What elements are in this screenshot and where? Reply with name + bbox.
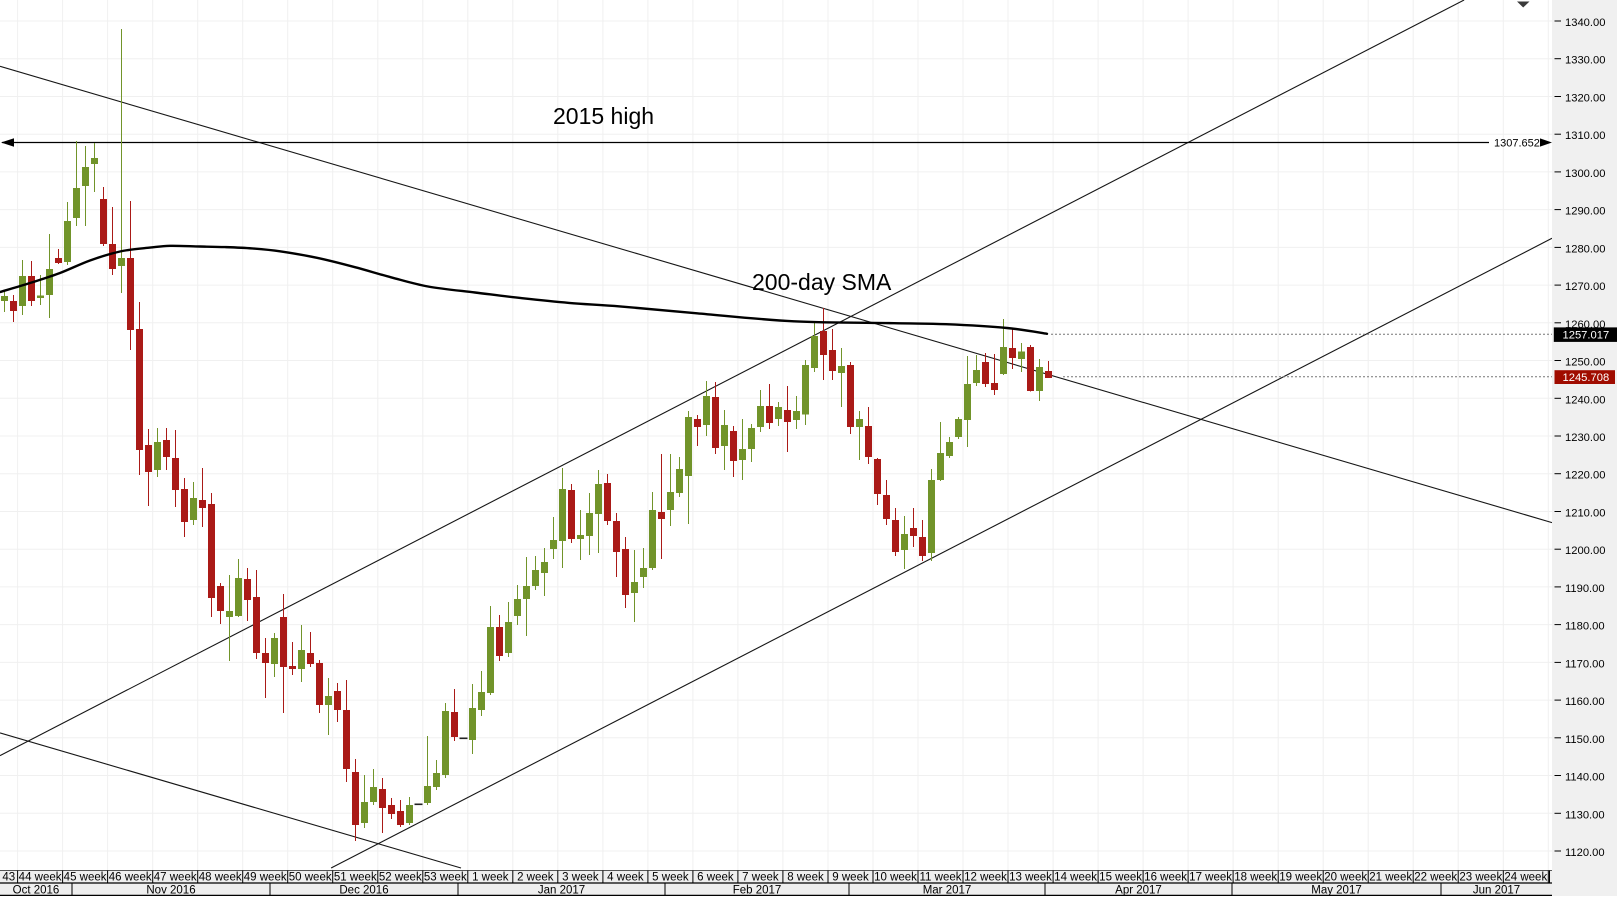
svg-text:49 week: 49 week xyxy=(244,872,287,884)
svg-text:14 week: 14 week xyxy=(1054,872,1097,884)
svg-text:1180.00: 1180.00 xyxy=(1565,621,1605,633)
svg-text:43: 43 xyxy=(2,872,15,884)
svg-text:17 week: 17 week xyxy=(1189,872,1232,884)
svg-text:23 week: 23 week xyxy=(1459,872,1502,884)
svg-text:1120.00: 1120.00 xyxy=(1565,847,1605,859)
svg-text:200-day SMA: 200-day SMA xyxy=(752,269,892,295)
svg-text:45 week: 45 week xyxy=(64,872,107,884)
svg-text:1245.708: 1245.708 xyxy=(1563,372,1610,384)
svg-text:May 2017: May 2017 xyxy=(1311,884,1362,896)
svg-text:7 week: 7 week xyxy=(742,872,779,884)
svg-text:Jun 2017: Jun 2017 xyxy=(1473,884,1520,896)
svg-text:47 week: 47 week xyxy=(154,872,197,884)
svg-text:1160.00: 1160.00 xyxy=(1565,696,1605,708)
svg-text:15 week: 15 week xyxy=(1099,872,1142,884)
svg-text:Nov 2016: Nov 2016 xyxy=(146,884,195,896)
svg-text:Jan 2017: Jan 2017 xyxy=(538,884,585,896)
svg-text:20 week: 20 week xyxy=(1324,872,1367,884)
svg-text:1330.00: 1330.00 xyxy=(1565,55,1605,67)
svg-text:16 week: 16 week xyxy=(1144,872,1187,884)
svg-text:Apr 2017: Apr 2017 xyxy=(1115,884,1162,896)
svg-text:6 week: 6 week xyxy=(697,872,734,884)
svg-text:2 week: 2 week xyxy=(517,872,554,884)
svg-text:50 week: 50 week xyxy=(289,872,332,884)
svg-text:19 week: 19 week xyxy=(1279,872,1322,884)
svg-text:10 week: 10 week xyxy=(874,872,917,884)
svg-text:1250.00: 1250.00 xyxy=(1565,357,1605,369)
svg-text:1340.00: 1340.00 xyxy=(1565,17,1605,29)
svg-text:13 week: 13 week xyxy=(1009,872,1052,884)
svg-text:52 week: 52 week xyxy=(379,872,422,884)
svg-text:8 week: 8 week xyxy=(787,872,824,884)
svg-text:1280.00: 1280.00 xyxy=(1565,243,1605,255)
svg-text:1320.00: 1320.00 xyxy=(1565,93,1605,105)
svg-text:4 week: 4 week xyxy=(607,872,644,884)
svg-text:1257.017: 1257.017 xyxy=(1563,329,1610,341)
svg-text:51 week: 51 week xyxy=(334,872,377,884)
svg-text:3 week: 3 week xyxy=(562,872,599,884)
svg-text:1140.00: 1140.00 xyxy=(1565,772,1605,784)
svg-text:9 week: 9 week xyxy=(832,872,869,884)
svg-text:21 week: 21 week xyxy=(1369,872,1412,884)
svg-text:Mar 2017: Mar 2017 xyxy=(923,884,972,896)
svg-text:1210.00: 1210.00 xyxy=(1565,508,1605,520)
svg-text:11 week: 11 week xyxy=(920,872,962,884)
svg-text:1190.00: 1190.00 xyxy=(1565,583,1605,595)
svg-text:18 week: 18 week xyxy=(1234,872,1277,884)
svg-text:1220.00: 1220.00 xyxy=(1565,470,1605,482)
svg-text:12 week: 12 week xyxy=(964,872,1007,884)
svg-text:22 week: 22 week xyxy=(1414,872,1457,884)
svg-text:5 week: 5 week xyxy=(652,872,689,884)
svg-text:1170.00: 1170.00 xyxy=(1565,658,1605,670)
svg-text:1150.00: 1150.00 xyxy=(1565,734,1605,746)
svg-text:1290.00: 1290.00 xyxy=(1565,206,1605,218)
svg-text:46 week: 46 week xyxy=(109,872,152,884)
svg-text:1270.00: 1270.00 xyxy=(1565,281,1605,293)
svg-text:1310.00: 1310.00 xyxy=(1565,130,1605,142)
svg-text:44 week: 44 week xyxy=(19,872,62,884)
svg-text:2015 high: 2015 high xyxy=(553,103,654,129)
svg-text:1300.00: 1300.00 xyxy=(1565,168,1605,180)
svg-text:53 week: 53 week xyxy=(424,872,467,884)
svg-text:48 week: 48 week xyxy=(199,872,242,884)
svg-text:24 week: 24 week xyxy=(1504,872,1547,884)
svg-text:1 week: 1 week xyxy=(472,872,509,884)
svg-text:Oct 2016: Oct 2016 xyxy=(13,884,60,896)
svg-text:1200.00: 1200.00 xyxy=(1565,545,1605,557)
svg-text:1130.00: 1130.00 xyxy=(1565,809,1605,821)
svg-text:Dec 2016: Dec 2016 xyxy=(339,884,388,896)
svg-text:Feb 2017: Feb 2017 xyxy=(733,884,782,896)
svg-text:1307.652: 1307.652 xyxy=(1494,138,1540,150)
svg-text:1230.00: 1230.00 xyxy=(1565,432,1605,444)
svg-text:1240.00: 1240.00 xyxy=(1565,394,1605,406)
